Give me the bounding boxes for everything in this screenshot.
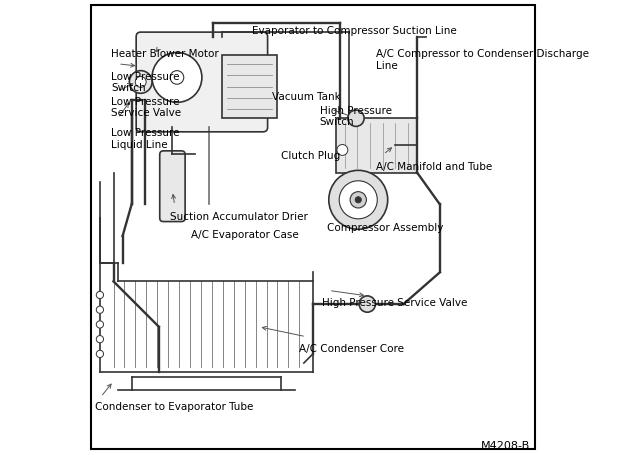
Circle shape	[359, 296, 376, 313]
Circle shape	[96, 336, 104, 343]
Circle shape	[96, 350, 104, 358]
Circle shape	[339, 182, 377, 219]
Text: A/C Condenser Core: A/C Condenser Core	[300, 343, 404, 353]
Text: A/C Manifold and Tube: A/C Manifold and Tube	[376, 162, 493, 172]
Bar	[335, 119, 417, 173]
Circle shape	[355, 197, 362, 203]
Circle shape	[135, 77, 146, 88]
Text: Vacuum Tank: Vacuum Tank	[272, 92, 341, 102]
Text: Low Pressure
Liquid Line: Low Pressure Liquid Line	[111, 128, 180, 150]
Circle shape	[348, 111, 364, 127]
Text: A/C Compressor to Condenser Discharge
Line: A/C Compressor to Condenser Discharge Li…	[376, 49, 589, 71]
Text: Compressor Assembly: Compressor Assembly	[326, 223, 443, 233]
Text: Heater Blower Motor: Heater Blower Motor	[111, 49, 219, 59]
Text: M4208-B: M4208-B	[481, 440, 530, 450]
Circle shape	[350, 192, 367, 208]
Circle shape	[129, 71, 152, 94]
Circle shape	[96, 321, 104, 329]
Circle shape	[96, 306, 104, 313]
Circle shape	[96, 292, 104, 299]
Bar	[222, 56, 276, 119]
Text: A/C Evaporator Case: A/C Evaporator Case	[191, 230, 298, 240]
Text: Suction Accumulator Drier: Suction Accumulator Drier	[170, 212, 308, 222]
Text: High Pressure
Switch: High Pressure Switch	[320, 106, 392, 127]
Circle shape	[152, 53, 202, 103]
FancyBboxPatch shape	[136, 33, 268, 132]
Text: Low Pressure
Switch: Low Pressure Switch	[111, 71, 180, 93]
Text: Condenser to Evaporator Tube: Condenser to Evaporator Tube	[95, 402, 253, 412]
Text: Evaporator to Compressor Suction Line: Evaporator to Compressor Suction Line	[252, 26, 456, 36]
Circle shape	[329, 171, 388, 230]
FancyBboxPatch shape	[160, 152, 185, 222]
Circle shape	[170, 71, 184, 85]
Text: Clutch Plug: Clutch Plug	[281, 151, 340, 161]
Text: Low Pressure
Service Valve: Low Pressure Service Valve	[111, 96, 181, 118]
Circle shape	[337, 145, 348, 156]
Text: High Pressure Service Valve: High Pressure Service Valve	[322, 298, 467, 308]
